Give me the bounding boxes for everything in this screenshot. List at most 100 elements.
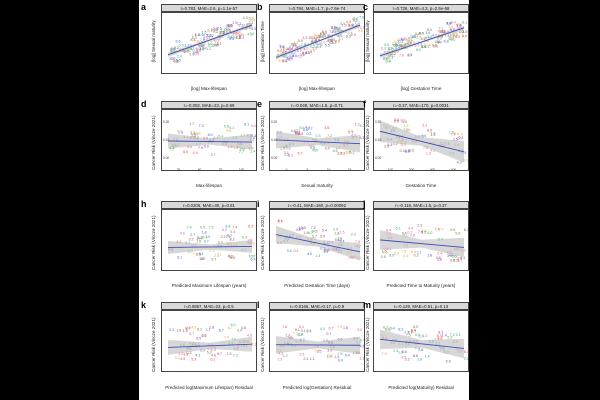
data-point: 6.6 bbox=[402, 350, 407, 354]
data-point: 1.1 bbox=[310, 357, 315, 361]
data-point: 6.7 bbox=[299, 227, 304, 231]
panel-i-ylabel: Cancer Risk (Vincze 2021) bbox=[260, 215, 265, 270]
data-point: 1.2 bbox=[387, 47, 392, 51]
data-point: 0.4 bbox=[289, 54, 294, 58]
data-point: 0.3 bbox=[352, 17, 357, 21]
data-point: 5.9 bbox=[280, 45, 285, 49]
data-point: 1.6 bbox=[199, 257, 204, 261]
data-point: 7.6 bbox=[279, 46, 284, 50]
data-point: 2.9 bbox=[462, 35, 467, 39]
panel-a: r=0.783, MAE=2.6, p=1.1e-57 0.7 6.5 2.4 5.8… bbox=[161, 4, 257, 74]
data-point: 6.6 bbox=[409, 149, 414, 153]
data-point: 1.6 bbox=[398, 351, 403, 355]
panel-letter-e: e bbox=[257, 99, 263, 109]
data-point: 3.9 bbox=[437, 258, 442, 262]
data-point: 4.9 bbox=[251, 27, 256, 31]
data-point: 3.5 bbox=[217, 26, 222, 30]
data-point: 0.9 bbox=[325, 248, 330, 252]
data-point: 2.1 bbox=[422, 123, 427, 127]
data-point: 7.5 bbox=[311, 226, 316, 230]
data-point: 3.9 bbox=[324, 34, 329, 38]
data-point: 6.9 bbox=[381, 46, 386, 50]
y-tick-label: 0.20 bbox=[375, 120, 381, 124]
data-point: 4.4 bbox=[193, 151, 198, 155]
data-point: 5.6 bbox=[398, 45, 403, 49]
data-point: 5.3 bbox=[220, 29, 225, 33]
data-point: 8.4 bbox=[316, 45, 321, 49]
data-point: 8.0 bbox=[208, 133, 213, 137]
data-point: 3.5 bbox=[457, 257, 462, 261]
data-point: 2.3 bbox=[417, 223, 422, 227]
data-point: 5.6 bbox=[224, 125, 229, 129]
data-point: 4.5 bbox=[358, 29, 363, 33]
data-point: 3.8 bbox=[464, 357, 469, 361]
data-point: 7.7 bbox=[404, 43, 409, 47]
data-point: 7.6 bbox=[458, 133, 463, 137]
fit-line bbox=[167, 245, 253, 248]
data-point: 6.8 bbox=[444, 39, 449, 43]
fit-line bbox=[167, 140, 253, 143]
data-point: 3.3 bbox=[178, 352, 183, 356]
data-point: 2.7 bbox=[283, 49, 288, 53]
data-point: 5.1 bbox=[458, 136, 463, 140]
data-point: 4.7 bbox=[329, 38, 334, 42]
data-point: 5.9 bbox=[278, 59, 283, 63]
data-point: 8.5 bbox=[312, 39, 317, 43]
data-point: 7.9 bbox=[418, 230, 423, 234]
data-point: 4.3 bbox=[227, 23, 232, 27]
data-point: 7.8 bbox=[410, 35, 415, 39]
panel-d-xlabel: Max-lifespan bbox=[195, 183, 223, 188]
data-point: 1.9 bbox=[183, 329, 188, 333]
data-point: 0.8 bbox=[410, 234, 415, 238]
data-point: 4.7 bbox=[408, 36, 413, 40]
data-point: 5.4 bbox=[322, 229, 327, 233]
panel-a-plot: 0.76.52.45.83.60.30.56.67.01.68.45.35.61… bbox=[161, 12, 257, 74]
data-point: 7.7 bbox=[404, 128, 409, 132]
data-point: 2.5 bbox=[340, 231, 345, 235]
data-point: 7.3 bbox=[293, 332, 298, 336]
data-point: 8.1 bbox=[463, 159, 468, 163]
data-point: 5.0 bbox=[204, 144, 209, 148]
data-point: 8.1 bbox=[388, 53, 393, 57]
data-point: 6.9 bbox=[395, 46, 400, 50]
data-point: 7.4 bbox=[226, 235, 231, 239]
panel-l: r=-0.0166, MAE=0.17, p=0.9 7.7 1.5 1.1 1.7 7… bbox=[269, 302, 365, 372]
data-point: 1.2 bbox=[327, 355, 332, 359]
data-point: 5.8 bbox=[324, 249, 329, 253]
data-point: 0.8 bbox=[385, 59, 390, 63]
data-point: 7.3 bbox=[386, 329, 391, 333]
data-point: 5.5 bbox=[250, 242, 255, 246]
data-point: 1.0 bbox=[342, 23, 347, 27]
data-point: 8.8 bbox=[406, 42, 411, 46]
data-point: 4.6 bbox=[207, 42, 212, 46]
data-point: 9.0 bbox=[450, 38, 455, 42]
data-point: 2.8 bbox=[280, 147, 285, 151]
data-point: 8.7 bbox=[420, 37, 425, 41]
data-point: 6.4 bbox=[336, 26, 341, 30]
panel-e-svg: 5.71.80.32.05.80.42.42.24.83.02.86.86.63… bbox=[271, 120, 364, 170]
data-point: 8.7 bbox=[226, 24, 231, 28]
data-point: 8.3 bbox=[359, 136, 364, 140]
data-point: 1.9 bbox=[333, 227, 338, 231]
data-point: 0.0 bbox=[200, 348, 205, 352]
data-point: 0.5 bbox=[450, 228, 455, 232]
data-point: 1.4 bbox=[442, 334, 447, 338]
data-point: 8.4 bbox=[288, 47, 293, 51]
data-point: 8.9 bbox=[405, 43, 410, 47]
data-point: 6.6 bbox=[329, 41, 334, 45]
data-point: 7.1 bbox=[236, 22, 241, 26]
data-point: 7.0 bbox=[335, 27, 340, 31]
data-point: 4.9 bbox=[360, 26, 365, 30]
panel-f-ylabel: Cancer Risk (Vincze 2021) bbox=[365, 115, 370, 170]
panel-k-svg: 3.71.58.15.31.94.40.86.27.43.30.33.30.01… bbox=[167, 323, 256, 362]
data-point: 3.1 bbox=[453, 33, 458, 37]
data-point: 8.2 bbox=[286, 57, 291, 61]
data-point: 4.2 bbox=[229, 254, 234, 258]
data-point: 7.4 bbox=[318, 44, 323, 48]
data-point: 8.9 bbox=[220, 31, 225, 35]
data-point: 6.2 bbox=[208, 44, 213, 48]
data-point: 2.5 bbox=[214, 254, 219, 258]
data-point: 0.7 bbox=[214, 39, 219, 43]
data-point: 4.0 bbox=[180, 232, 185, 236]
data-point: 6.5 bbox=[228, 24, 233, 28]
